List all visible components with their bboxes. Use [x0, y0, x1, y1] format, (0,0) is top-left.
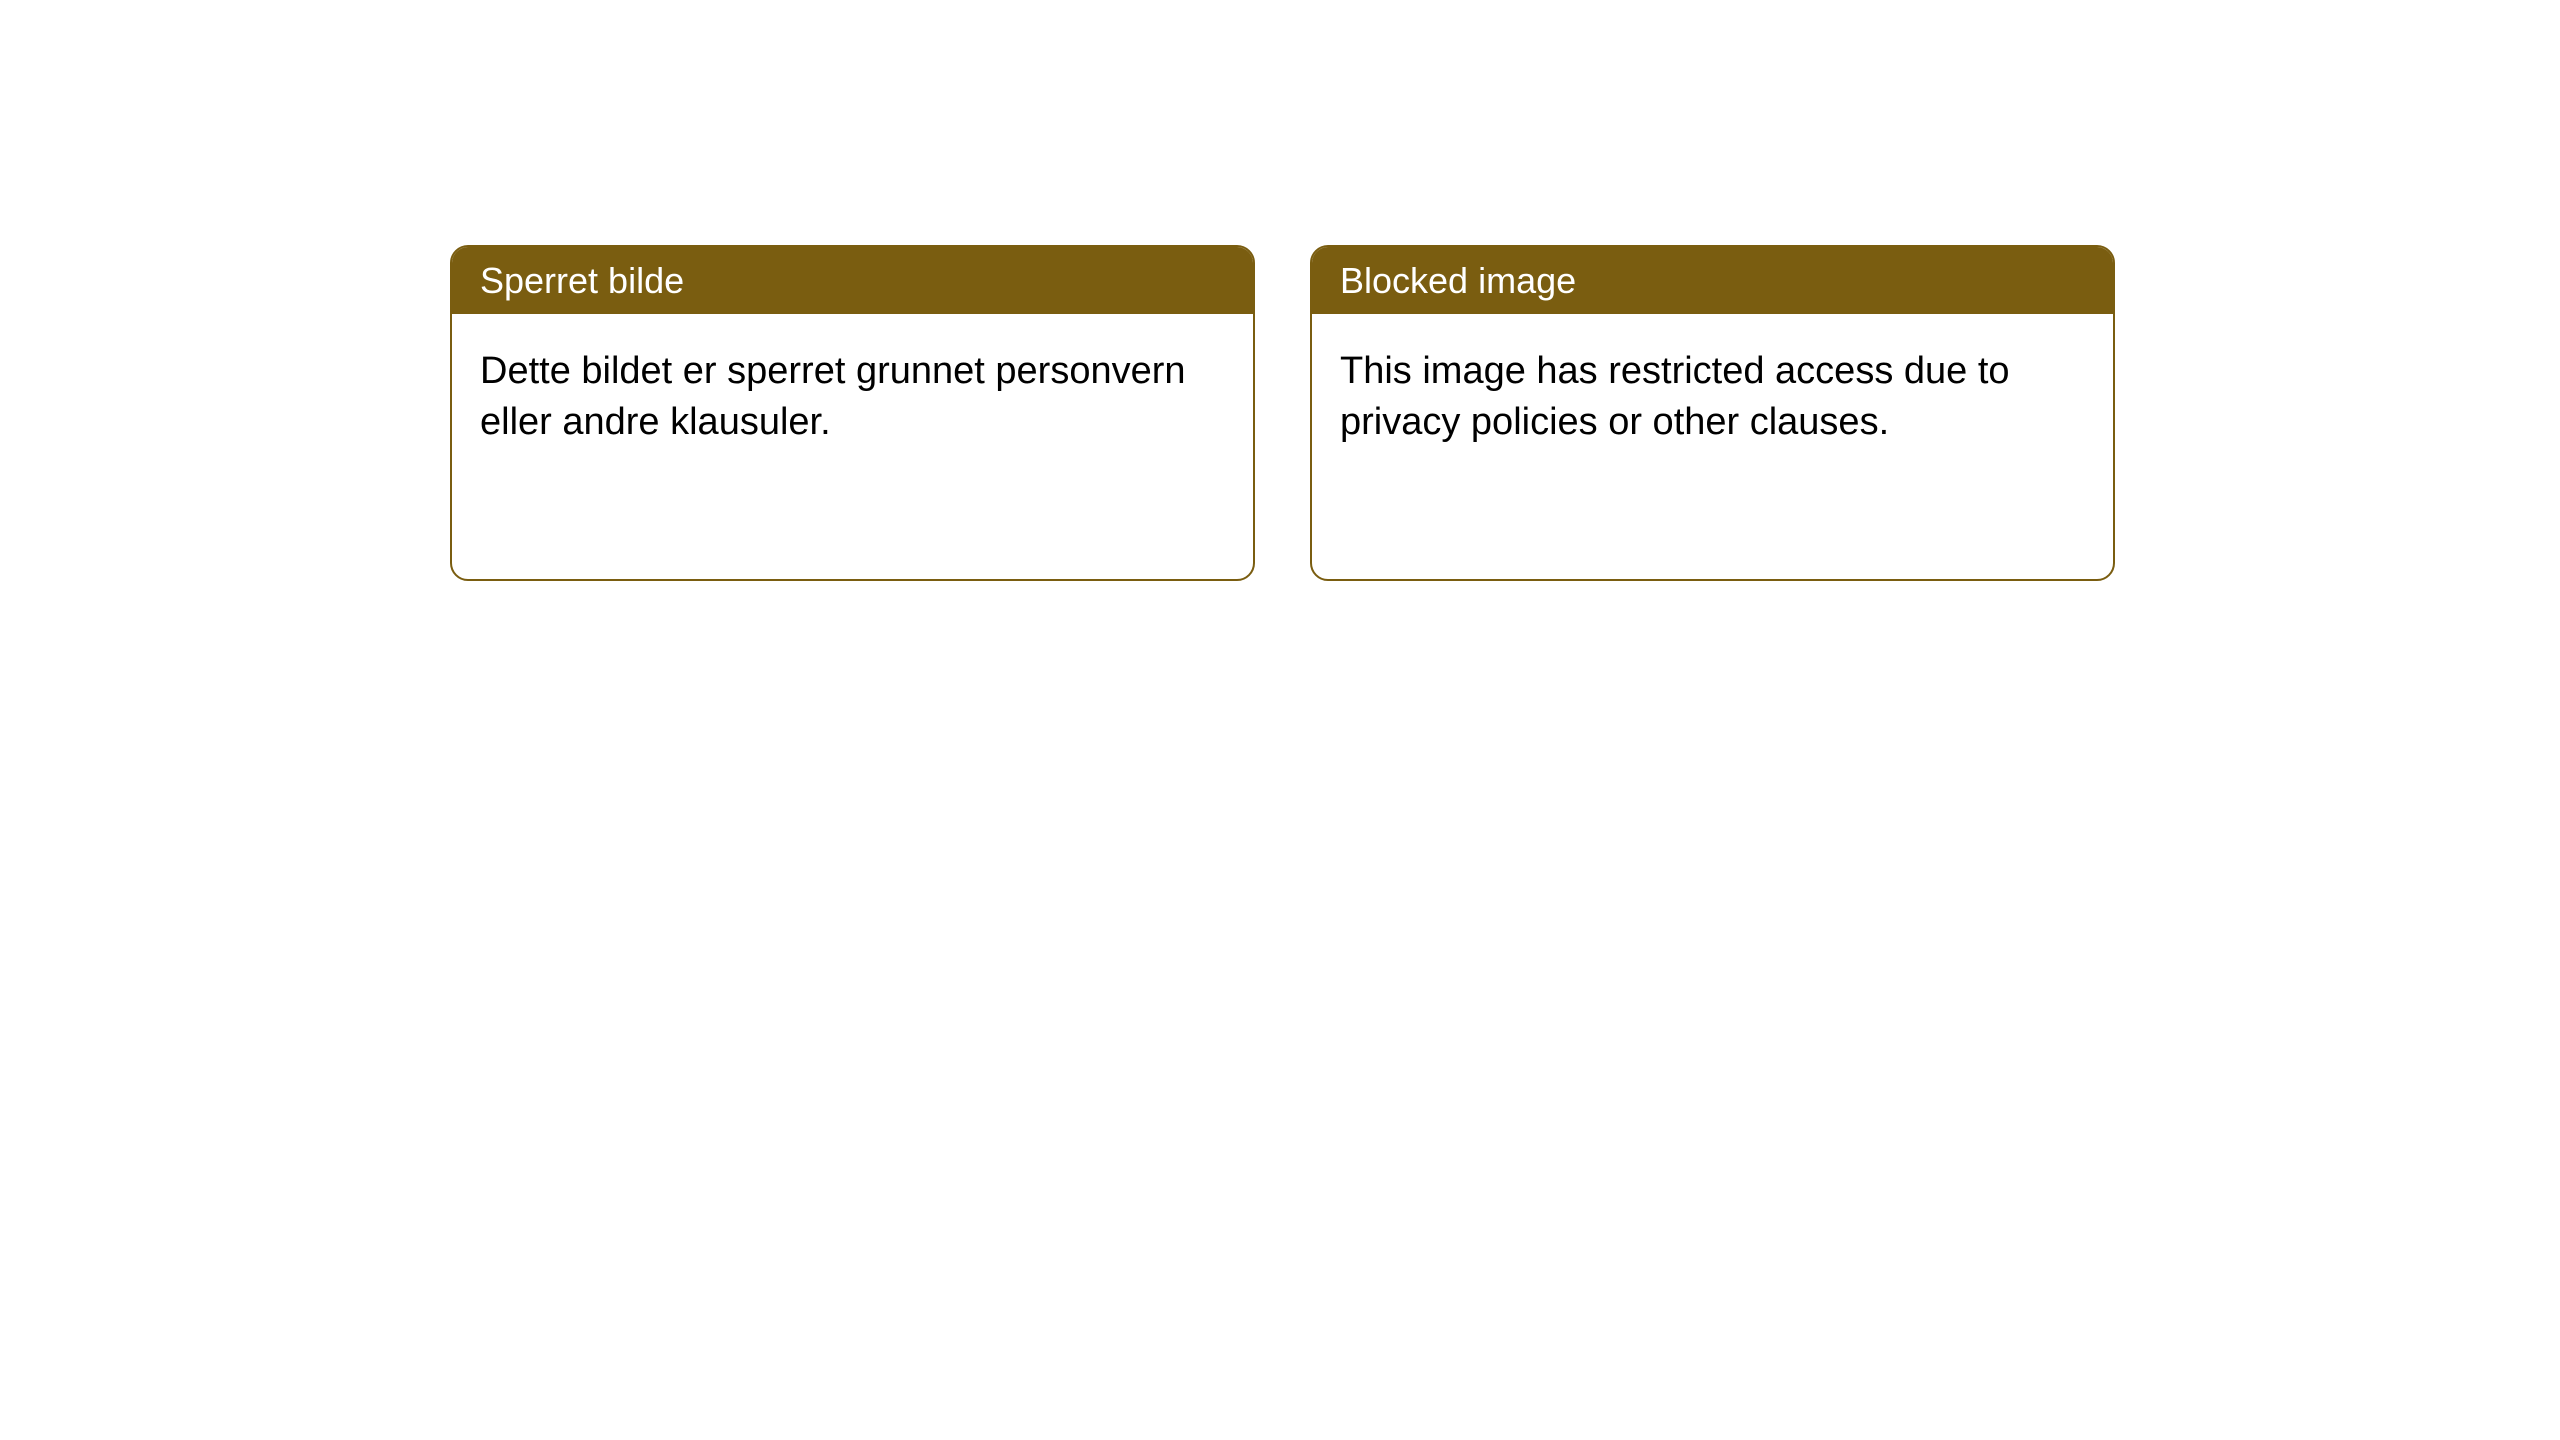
card-body-text: Dette bildet er sperret grunnet personve…	[480, 350, 1186, 443]
notice-card-english: Blocked image This image has restricted …	[1310, 245, 2115, 581]
notice-card-norwegian: Sperret bilde Dette bildet er sperret gr…	[450, 245, 1255, 581]
card-body: Dette bildet er sperret grunnet personve…	[452, 314, 1253, 481]
card-title: Sperret bilde	[480, 260, 684, 301]
notice-container: Sperret bilde Dette bildet er sperret gr…	[0, 0, 2560, 581]
card-header: Sperret bilde	[452, 247, 1253, 314]
card-body-text: This image has restricted access due to …	[1340, 350, 2010, 443]
card-title: Blocked image	[1340, 260, 1576, 301]
card-body: This image has restricted access due to …	[1312, 314, 2113, 481]
card-header: Blocked image	[1312, 247, 2113, 314]
